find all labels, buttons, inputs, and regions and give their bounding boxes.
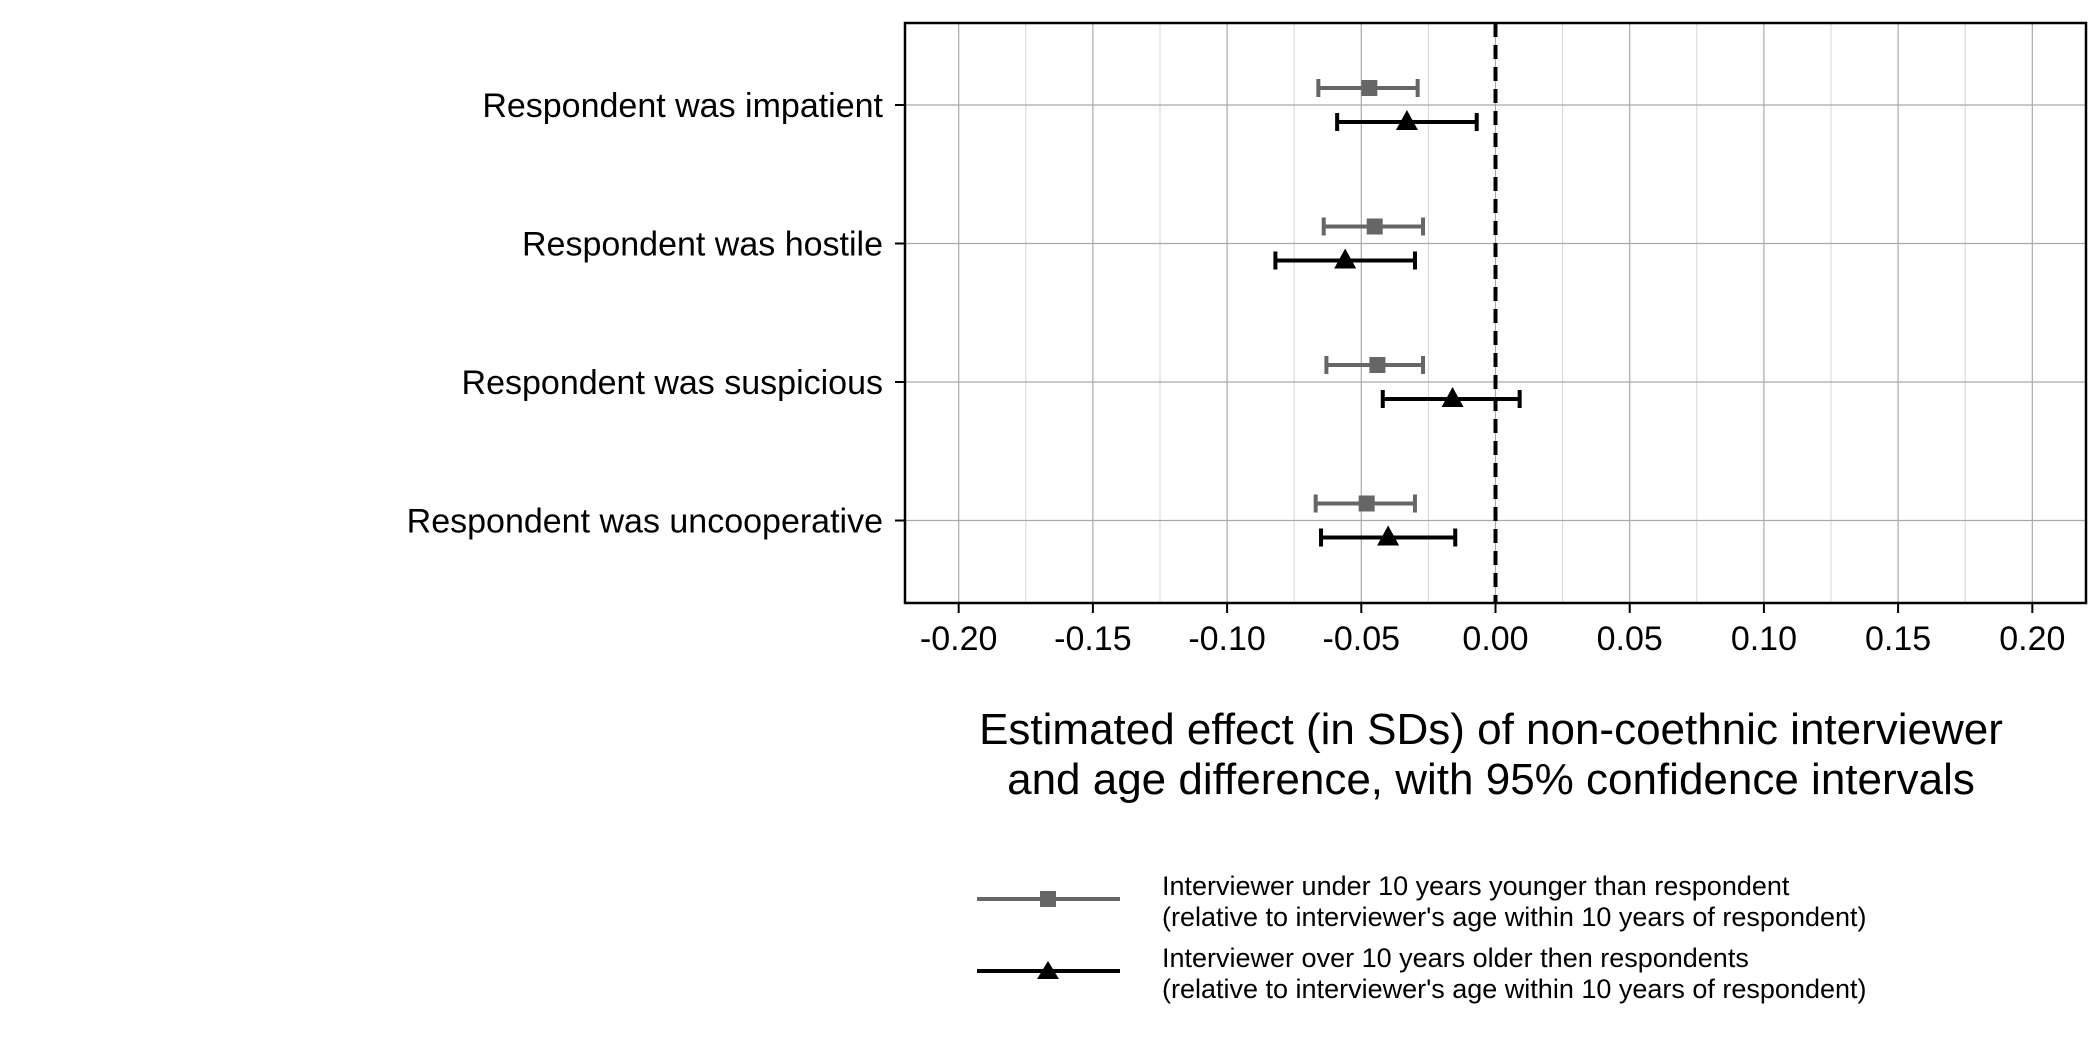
x-axis-title-line-1: Estimated effect (in SDs) of non-coethni… (979, 705, 2003, 754)
legend-label-younger-line-1: Interviewer under 10 years younger than … (1162, 871, 1790, 901)
x-tick-label: 0.05 (1597, 620, 1663, 658)
x-tick-label: -0.10 (1188, 620, 1266, 658)
point-square-marker (1369, 357, 1386, 373)
legend-square-marker-icon (1040, 891, 1056, 907)
category-label: Respondent was uncooperative (407, 503, 883, 541)
x-tick-label: 0.20 (1999, 620, 2065, 658)
category-label: Respondent was hostile (522, 226, 883, 264)
x-axis-title-line-2: and age difference, with 95% confidence … (1007, 755, 1975, 804)
legend-triangle-marker-icon (1037, 961, 1059, 979)
legend-label-older-line-2: (relative to interviewer's age within 10… (1162, 974, 1867, 1004)
x-tick-labels: -0.20 -0.15 -0.10 -0.05 0.00 0.05 0.10 0.15 0.20 (920, 603, 2065, 658)
category-label: Respondent was suspicious (462, 364, 883, 402)
legend-item-younger: Interviewer under 10 years younger than … (977, 871, 1867, 932)
data-layer (1273, 23, 1522, 603)
point-triangle-marker (1334, 248, 1357, 269)
x-tick-label: -0.20 (920, 620, 998, 658)
x-tick-label: -0.15 (1054, 620, 1132, 658)
legend-label-older-line-1: Interviewer over 10 years older then res… (1162, 943, 1749, 973)
point-triangle-marker (1441, 387, 1464, 407)
category-labels: Respondent was impatient Respondent was h… (407, 87, 905, 541)
x-tick-label: -0.05 (1323, 620, 1401, 658)
legend-label-younger-line-2: (relative to interviewer's age within 10… (1162, 902, 1867, 932)
x-tick-label: 0.15 (1865, 620, 1931, 658)
point-square-marker (1361, 80, 1378, 96)
category-label: Respondent was impatient (482, 87, 883, 125)
x-tick-label: 0.00 (1462, 620, 1528, 658)
point-square-marker (1366, 218, 1383, 235)
point-triangle-marker (1377, 525, 1400, 546)
point-square-marker (1358, 495, 1375, 512)
legend-item-older: Interviewer over 10 years older then res… (977, 943, 1867, 1004)
point-triangle-marker (1395, 110, 1418, 130)
legend: Interviewer under 10 years younger than … (977, 871, 1867, 1004)
x-tick-label: 0.10 (1731, 620, 1797, 658)
